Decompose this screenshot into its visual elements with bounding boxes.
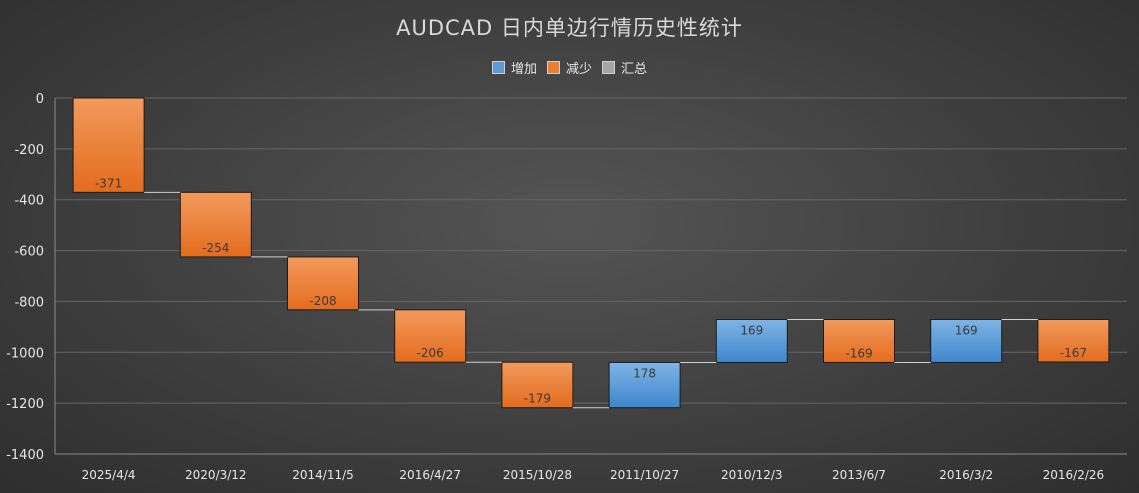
data-label-0: -371 (95, 176, 122, 190)
bar-0 (72, 97, 145, 193)
data-label-6: 169 (740, 323, 763, 337)
data-label-7: -169 (845, 346, 872, 360)
legend-item-decrease: 减少 (546, 58, 592, 77)
y-tick-label-1: -200 (14, 143, 44, 158)
x-tick-label-9: 2016/2/26 (1043, 468, 1105, 482)
bar-4 (501, 361, 574, 409)
bar-6 (715, 318, 788, 363)
legend-item-total: 汇总 (602, 58, 647, 77)
bar-8 (930, 318, 1003, 363)
data-label-4: -179 (524, 392, 551, 406)
x-tick-label-8: 2016/3/2 (939, 468, 993, 482)
legend-swatch-total (602, 61, 615, 74)
y-tick-label-3: -600 (14, 245, 44, 260)
data-label-3: -206 (417, 346, 444, 360)
y-tick-label-6: -1200 (6, 397, 44, 412)
y-tick-label-2: -400 (14, 194, 44, 209)
x-tick-label-5: 2011/10/27 (610, 468, 679, 482)
legend-swatch-increase (491, 61, 505, 74)
x-tick-label-0: 2025/4/4 (82, 468, 136, 482)
x-tick-label-7: 2013/6/7 (832, 468, 886, 482)
bar-7 (823, 318, 895, 363)
bar-3 (394, 309, 467, 363)
x-tick-label-3: 2016/4/27 (399, 468, 461, 482)
data-label-2: -208 (309, 294, 336, 308)
data-label-5: 178 (633, 366, 656, 380)
data-label-9: -167 (1060, 346, 1087, 360)
y-tick-label-0: 0 (36, 92, 44, 107)
x-tick-label-6: 2010/12/3 (721, 468, 783, 482)
data-label-1: -254 (202, 241, 229, 255)
chart-title: AUDCAD 日内单边行情历史性统计 (396, 16, 743, 40)
x-tick-label-1: 2020/3/12 (185, 468, 247, 482)
legend-label-decrease: 减少 (565, 62, 592, 77)
legend-swatch-decrease (546, 61, 560, 74)
data-label-8: 169 (955, 323, 978, 337)
y-tick-label-5: -1000 (6, 346, 44, 361)
bar-2 (287, 256, 359, 311)
x-tick-label-2: 2014/11/5 (292, 468, 354, 482)
legend-label-total: 汇总 (621, 62, 648, 77)
y-tick-label-7: -1400 (6, 448, 44, 463)
bar-9 (1037, 318, 1110, 363)
x-tick-label-4: 2015/10/28 (503, 468, 572, 482)
legend-label-increase: 增加 (510, 62, 537, 77)
y-tick-label-4: -800 (14, 295, 44, 310)
legend-item-increase: 增加 (491, 58, 537, 77)
bar-5 (608, 361, 681, 409)
bar-1 (179, 191, 252, 258)
legend: 增加 减少 汇总 (0, 58, 1139, 77)
